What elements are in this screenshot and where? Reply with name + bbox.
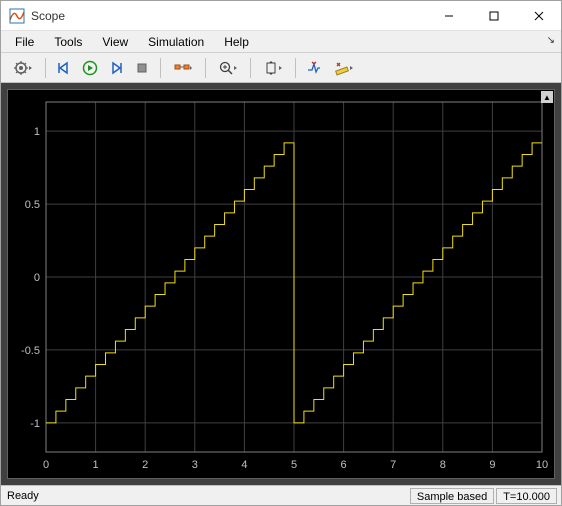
toolbar-sep	[250, 58, 251, 78]
svg-text:2: 2	[142, 459, 148, 471]
scope-plot: 0 1 2 3 4 5 6 7 8 9 10 -1 -0.5 0 0.5 1	[8, 90, 554, 478]
zoom-button[interactable]	[212, 56, 244, 80]
window-title: Scope	[31, 9, 426, 23]
svg-text:0: 0	[34, 272, 40, 284]
svg-text:9: 9	[489, 459, 495, 471]
undock-icon[interactable]: ↘	[547, 35, 555, 46]
svg-text:-0.5: -0.5	[21, 345, 40, 357]
menu-file[interactable]: File	[5, 32, 44, 52]
step-back-button[interactable]	[52, 56, 76, 80]
app-icon	[9, 8, 25, 24]
minimize-button[interactable]	[426, 1, 471, 30]
close-button[interactable]	[516, 1, 561, 30]
svg-text:-1: -1	[30, 418, 40, 430]
status-ready: Ready	[5, 490, 408, 502]
status-time: T=10.000	[496, 488, 557, 504]
svg-text:7: 7	[390, 459, 396, 471]
plot-area: 0 1 2 3 4 5 6 7 8 9 10 -1 -0.5 0 0.5 1 ▲	[1, 83, 561, 485]
menu-simulation[interactable]: Simulation	[138, 32, 214, 52]
svg-text:0: 0	[43, 459, 49, 471]
svg-text:6: 6	[341, 459, 347, 471]
svg-text:5: 5	[291, 459, 297, 471]
maximize-button[interactable]	[471, 1, 516, 30]
plot-canvas[interactable]: 0 1 2 3 4 5 6 7 8 9 10 -1 -0.5 0 0.5 1 ▲	[7, 89, 555, 479]
svg-text:1: 1	[93, 459, 99, 471]
svg-text:3: 3	[192, 459, 198, 471]
toolbar-sep	[295, 58, 296, 78]
stop-button[interactable]	[130, 56, 154, 80]
toolbar-sep	[160, 58, 161, 78]
svg-text:4: 4	[241, 459, 247, 471]
toolbar-sep	[205, 58, 206, 78]
expand-icon[interactable]: ▲	[541, 91, 553, 103]
svg-text:8: 8	[440, 459, 446, 471]
configure-button[interactable]	[7, 56, 39, 80]
autoscale-button[interactable]	[257, 56, 289, 80]
trigger-button[interactable]	[302, 56, 326, 80]
statusbar: Ready Sample based T=10.000	[1, 485, 561, 505]
menubar: File Tools View Simulation Help ↘	[1, 31, 561, 53]
menu-tools[interactable]: Tools	[44, 32, 92, 52]
measure-button[interactable]	[328, 56, 360, 80]
window-controls	[426, 1, 561, 30]
status-mode: Sample based	[410, 488, 494, 504]
toolbar-sep	[45, 58, 46, 78]
svg-text:10: 10	[536, 459, 548, 471]
step-forward-button[interactable]	[104, 56, 128, 80]
titlebar: Scope	[1, 1, 561, 31]
menu-help[interactable]: Help	[214, 32, 259, 52]
svg-text:0.5: 0.5	[25, 199, 40, 211]
run-button[interactable]	[78, 56, 102, 80]
toolbar	[1, 53, 561, 83]
menu-view[interactable]: View	[92, 32, 138, 52]
svg-text:1: 1	[34, 126, 40, 138]
highlight-button[interactable]	[167, 56, 199, 80]
